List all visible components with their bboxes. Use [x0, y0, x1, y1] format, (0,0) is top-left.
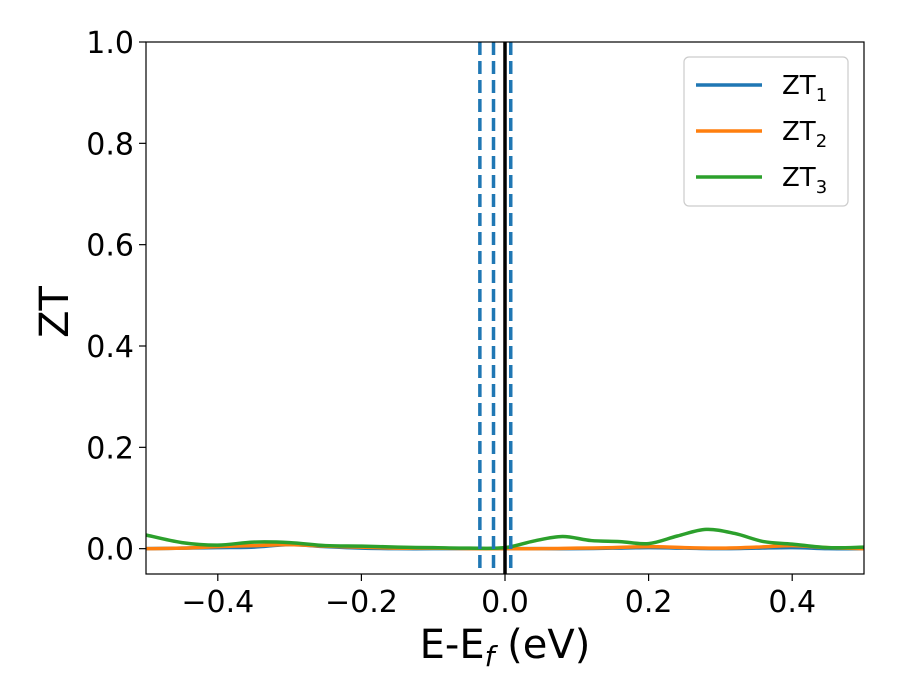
legend-items: ZT1 ZT2 ZT3 — [696, 71, 827, 198]
y-tick-label: 0.6 — [86, 229, 134, 264]
plot-data-layer — [145, 42, 865, 574]
x-tick-label: 0.2 — [625, 585, 673, 620]
x-tick-label: −0.2 — [325, 585, 398, 620]
y-tick-label: 1.0 — [86, 26, 134, 61]
x-tick-label: 0.4 — [768, 585, 816, 620]
legend-box — [683, 56, 849, 207]
x-axis-ticks: −0.4 −0.2 0.0 0.2 0.4 — [181, 574, 816, 620]
x-tick-label: 0.0 — [481, 585, 529, 620]
legend-label-zt3: ZT3 — [782, 163, 827, 198]
y-tick-label: 0.2 — [86, 431, 134, 466]
legend: ZT1 ZT2 ZT3 — [683, 56, 849, 207]
x-tick-label: −0.4 — [181, 585, 254, 620]
y-tick-label: 0.0 — [86, 533, 134, 568]
y-tick-label: 0.4 — [86, 330, 134, 365]
y-axis-ticks: 0.0 0.2 0.4 0.6 0.8 1.0 — [86, 26, 146, 568]
x-axis-label: E-Ef (eV) — [420, 622, 591, 673]
y-tick-label: 0.8 — [86, 127, 134, 162]
y-axis-label: ZT — [32, 286, 78, 338]
series-line-zt3 — [145, 527, 865, 551]
legend-label-zt2: ZT2 — [782, 117, 827, 152]
legend-label-zt1: ZT1 — [782, 71, 827, 106]
